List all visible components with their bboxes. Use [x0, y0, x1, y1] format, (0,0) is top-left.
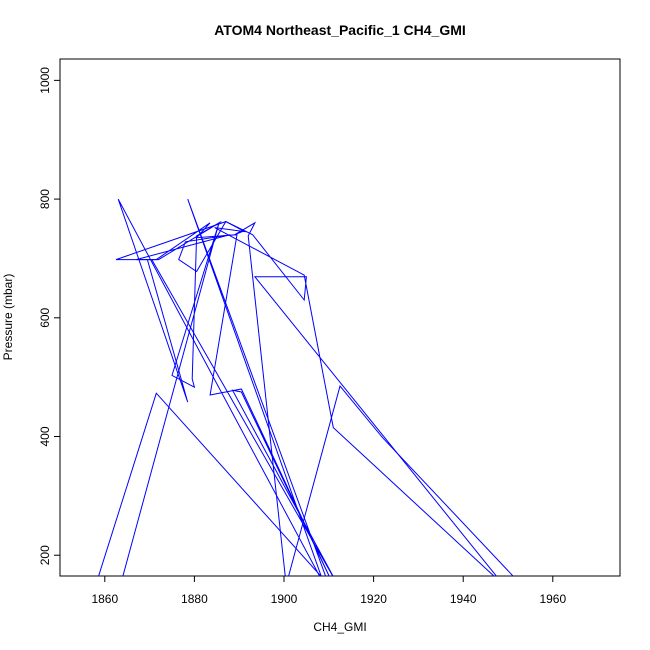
y-tick-label: 400 [38, 426, 52, 446]
y-axis-label: Pressure (mbar) [1, 274, 15, 361]
y-tick-label: 800 [38, 189, 52, 209]
x-tick-label: 1920 [360, 592, 387, 606]
x-axis: 1860 1880 1900 1920 1940 1960 [91, 576, 566, 606]
series-line-2 [122, 220, 514, 576]
x-tick-label: 1880 [181, 592, 208, 606]
plot-marks [98, 198, 514, 576]
x-tick-label: 1900 [271, 592, 298, 606]
y-tick-label: 600 [38, 307, 52, 327]
x-tick-label: 1960 [539, 592, 566, 606]
x-tick-label: 1860 [91, 592, 118, 606]
chart-title: ATOM4 Northeast_Pacific_1 CH4_GMI [214, 22, 466, 38]
series-line-1 [98, 198, 497, 576]
y-axis: 200 400 600 800 1000 [38, 67, 60, 565]
y-tick-label: 200 [38, 545, 52, 565]
x-axis-label: CH4_GMI [313, 620, 366, 634]
x-tick-label: 1940 [450, 592, 477, 606]
y-tick-label: 1000 [38, 67, 52, 94]
